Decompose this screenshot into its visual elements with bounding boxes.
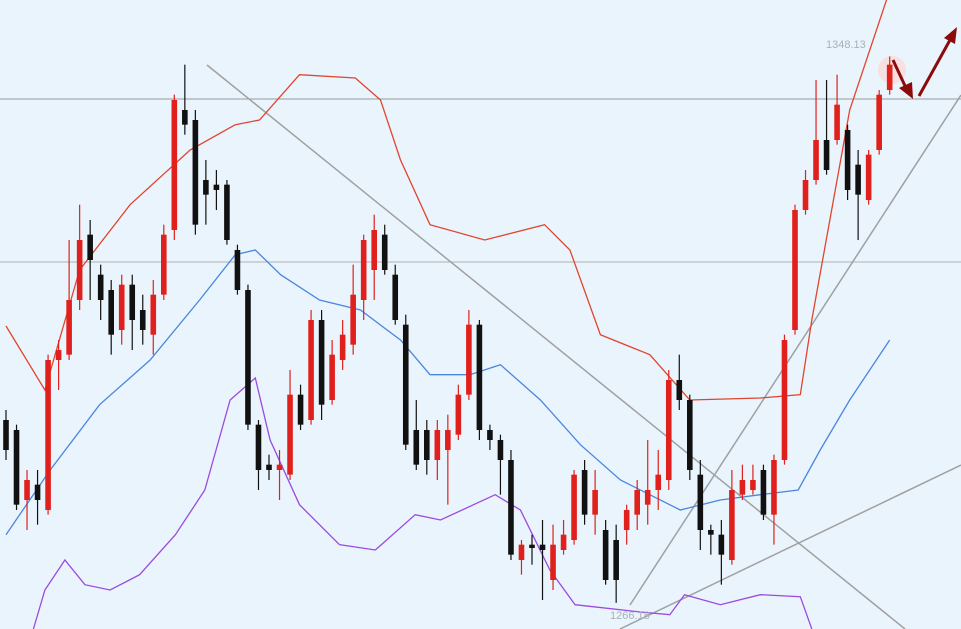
candle-body: [381, 234, 388, 270]
candle-body: [266, 464, 272, 470]
candle-body: [371, 230, 377, 270]
trend-line: [206, 64, 906, 629]
trend-line: [629, 94, 961, 606]
band-line: [32, 376, 813, 629]
candle-body: [108, 290, 114, 335]
candle-body: [445, 430, 451, 450]
candle-body: [413, 430, 420, 465]
candle-body: [518, 544, 525, 560]
candle-body: [781, 340, 788, 460]
candle-body: [97, 274, 104, 300]
candle-body: [287, 394, 293, 475]
candle-body: [602, 530, 609, 580]
candle-body: [150, 294, 157, 335]
candle-body: [623, 510, 630, 530]
candle-body: [550, 544, 556, 580]
candle-body: [865, 154, 872, 200]
candle-body: [255, 424, 262, 470]
candle-body: [192, 120, 199, 225]
candle-body: [392, 274, 399, 320]
candle-body: [224, 184, 230, 240]
candle-body: [708, 530, 714, 535]
band-line: [5, 0, 888, 401]
candle-body: [634, 490, 640, 515]
candle-body: [823, 140, 830, 170]
candle-body: [3, 420, 9, 450]
candle-body: [529, 544, 535, 548]
candle-body: [455, 394, 462, 435]
arrow-up: [917, 27, 957, 97]
candle-body: [466, 324, 472, 395]
candle-body: [834, 104, 840, 140]
candle-body: [402, 324, 409, 445]
candle-body: [676, 380, 683, 400]
candle-body: [855, 164, 861, 195]
candle-body: [245, 290, 251, 425]
candle-body: [161, 234, 167, 295]
candle-body: [644, 490, 651, 505]
band-line: [5, 249, 891, 536]
candle-body: [66, 300, 72, 355]
candle-body: [729, 490, 735, 560]
candle-body: [339, 334, 346, 360]
candle-body: [318, 320, 325, 405]
candle-body: [497, 440, 504, 460]
candle-body: [487, 430, 493, 440]
trend-line: [619, 464, 961, 629]
candle-body: [571, 474, 577, 540]
candle-body: [329, 354, 335, 400]
candle-body: [581, 470, 588, 515]
candle-body: [613, 540, 619, 580]
annotation: 1266.18: [610, 610, 650, 622]
arrow-down: [891, 59, 913, 99]
candle-body: [802, 180, 809, 210]
candle-body: [213, 184, 220, 190]
candle-body: [308, 320, 314, 420]
candle-body: [876, 94, 882, 150]
candle-body: [350, 294, 356, 345]
candle-body: [203, 180, 209, 195]
candle-body: [139, 310, 146, 330]
candle-body: [34, 484, 41, 500]
candle-body: [182, 110, 188, 125]
candle-body: [55, 350, 62, 360]
candle-body: [750, 480, 756, 490]
candle-body: [739, 480, 746, 495]
candle-body: [508, 460, 514, 555]
candle-body: [771, 460, 777, 515]
candle-body: [844, 130, 851, 190]
candle-body: [234, 250, 241, 290]
candle-body: [360, 240, 367, 300]
candle-body: [655, 474, 662, 490]
candle-body: [171, 100, 178, 230]
candle-body: [539, 544, 546, 550]
candle-body: [592, 490, 598, 515]
candle-body: [13, 430, 20, 505]
candle-body: [76, 240, 83, 300]
candle-body: [792, 210, 798, 330]
candle-body: [886, 64, 893, 90]
candle-body: [297, 394, 304, 425]
candle-body: [424, 430, 430, 460]
candle-body: [476, 324, 483, 430]
candle-body: [129, 284, 136, 320]
candle-body: [118, 284, 125, 330]
annotation: 1348.13: [826, 39, 866, 51]
candle-body: [434, 430, 441, 460]
candle-body: [560, 534, 567, 550]
candle-body: [813, 140, 819, 180]
candle-body: [87, 234, 93, 260]
candle-body: [665, 380, 672, 480]
candle-body: [718, 534, 725, 555]
candle-body: [697, 474, 704, 530]
candle-body: [760, 470, 767, 515]
candle-body: [276, 464, 283, 470]
candle-body: [687, 400, 693, 470]
plot: [3, 0, 893, 629]
candle-body: [45, 360, 51, 510]
candle-body: [24, 480, 30, 500]
